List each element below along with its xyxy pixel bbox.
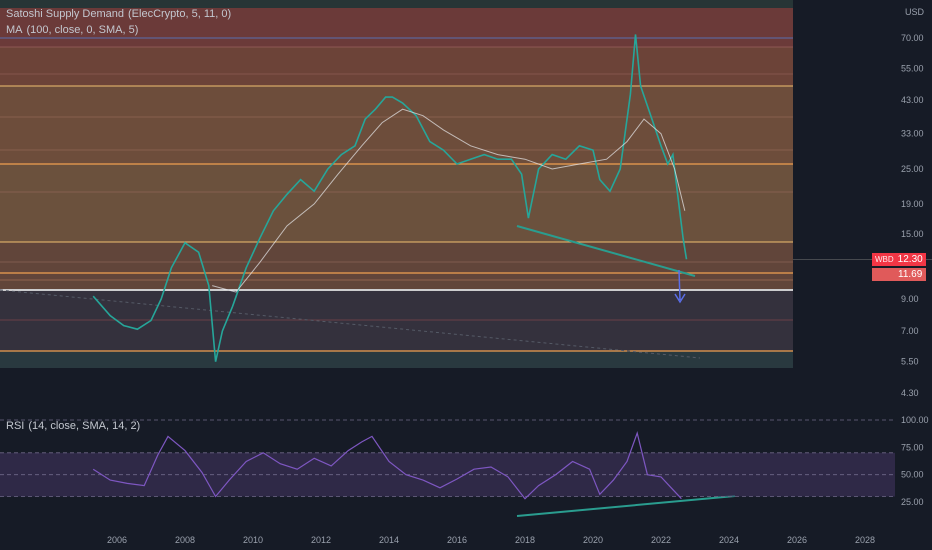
down-arrow-annotation (674, 269, 686, 304)
rsi-axis[interactable]: 100.00 75.00 50.00 25.00 (901, 415, 929, 507)
price-tick-label: 25.00 (901, 164, 924, 174)
time-tick-label: 2026 (787, 535, 807, 545)
price-series (92, 34, 688, 362)
zone-lines (0, 37, 793, 352)
time-tick-label: 2020 (583, 535, 603, 545)
zone-band-1 (0, 8, 793, 47)
price-axis[interactable]: USD 70.00 55.00 43.00 33.00 25.00 19.00 15.00 9.… (793, 7, 932, 398)
rsi-tick-label: 100.00 (901, 415, 929, 425)
last-price-tag: WBD 12.30 (872, 253, 926, 266)
supply-demand-zones (0, 0, 793, 368)
time-tick-label: 2028 (855, 535, 875, 545)
time-tick-label: 2014 (379, 535, 399, 545)
zone-band-2 (0, 47, 793, 86)
rsi-indicator-legend[interactable]: RSI (14, close, SMA, 14, 2) (6, 420, 144, 432)
price-tick-label: 5.50 (901, 357, 919, 367)
price-tick-label: 33.00 (901, 129, 924, 139)
price-axis-currency: USD (905, 7, 925, 17)
rsi-line (92, 431, 682, 500)
time-tick-label: 2018 (515, 535, 535, 545)
price-tick-label: 70.00 (901, 33, 924, 43)
ma-indicator-params: (100, close, 0, SMA, 5) (26, 24, 139, 36)
rsi-indicator-name: RSI (6, 420, 25, 432)
zone-band-4 (0, 164, 793, 242)
secondary-price-value: 11.69 (898, 269, 923, 280)
ma-series (212, 108, 686, 293)
main-indicator-params: (ElecCrypto, 5, 11, 0) (128, 8, 232, 20)
rsi-tick-label: 50.00 (901, 470, 924, 480)
time-tick-label: 2022 (651, 535, 671, 545)
time-tick-label: 2006 (107, 535, 127, 545)
time-tick-label: 2010 (243, 535, 263, 545)
symbol-label: WBD (875, 255, 894, 264)
ma-indicator-legend[interactable]: MA (100, close, 0, SMA, 5) (6, 24, 142, 36)
time-tick-label: 2024 (719, 535, 739, 545)
zone-band-3 (0, 86, 793, 164)
price-tick-label: 7.00 (901, 326, 919, 336)
time-tick-label: 2012 (311, 535, 331, 545)
secondary-price-tag: 11.69 (872, 268, 926, 281)
price-tick-label: 55.00 (901, 64, 924, 74)
ma-indicator-name: MA (6, 24, 23, 36)
rsi-tick-label: 75.00 (901, 442, 924, 452)
price-tick-label: 4.30 (901, 388, 919, 398)
time-axis[interactable]: 2006 2008 2010 2012 2014 2016 2018 2020 2022 2024… (107, 535, 875, 545)
main-indicator-legend[interactable]: Satoshi Supply Demand (ElecCrypto, 5, 11,… (6, 8, 235, 20)
rsi-trendline (516, 495, 736, 517)
price-tick-label: 15.00 (901, 229, 924, 239)
time-tick-label: 2008 (175, 535, 195, 545)
rsi-tick-label: 25.00 (901, 497, 924, 507)
rsi-pane (0, 419, 895, 500)
trendlines (0, 225, 736, 517)
price-tick-label: 9.00 (901, 294, 919, 304)
zone-band-0 (0, 0, 793, 8)
time-tick-label: 2016 (447, 535, 467, 545)
price-line (92, 34, 688, 362)
ma-line (212, 108, 686, 293)
support-trendline (516, 225, 696, 277)
price-tick-label: 19.00 (901, 199, 924, 209)
main-indicator-name: Satoshi Supply Demand (6, 8, 125, 20)
zone-band-5 (0, 242, 793, 289)
price-tick-label: 43.00 (901, 95, 924, 105)
rsi-indicator-params: (14, close, SMA, 14, 2) (28, 420, 141, 432)
zone-band-7 (0, 351, 793, 368)
last-price-value: 12.30 (897, 254, 923, 265)
